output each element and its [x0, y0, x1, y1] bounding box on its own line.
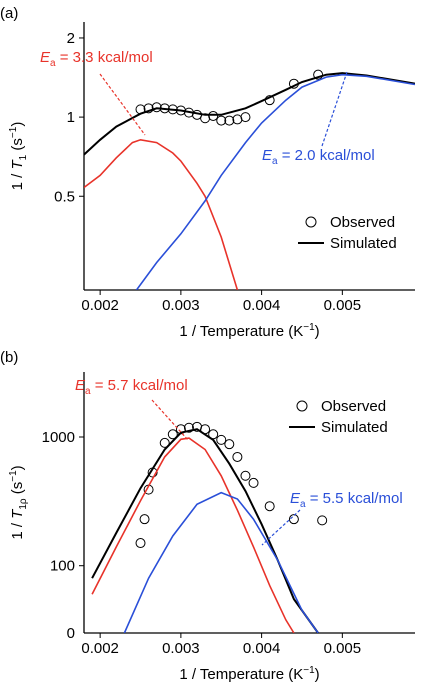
y-label-part: −1: [8, 126, 19, 138]
y-tick-label: 1: [67, 109, 75, 126]
observed-point: [264, 501, 275, 512]
y-tick-label: 2: [67, 30, 75, 47]
observed-point: [240, 112, 251, 123]
annotation-leader: [151, 399, 189, 441]
x-axis-label: 1 / Temperature (K−1): [179, 322, 319, 340]
x-tick-label: 0.002: [81, 297, 119, 314]
annotation: Ea = 3.3 kcal/mol: [40, 49, 153, 69]
annotation-text: = 3.3 kcal/mol: [56, 49, 153, 66]
x-label-part: ): [315, 323, 320, 340]
annotation-subscript: a: [272, 156, 278, 167]
curve: [123, 491, 319, 633]
x-tick-label: 0.003: [162, 640, 200, 657]
x-tick-label: 0.002: [81, 640, 119, 657]
y-label-part: T: [9, 158, 26, 169]
annotation-leader: [99, 73, 146, 136]
y-label-part: (s: [9, 482, 26, 499]
observed-point: [151, 102, 162, 113]
y-label-part: ): [9, 465, 26, 470]
legend-label: Simulated: [321, 419, 388, 436]
annotation-subscript: a: [50, 58, 56, 69]
x-label-part: ): [315, 666, 320, 683]
annotation: Ea = 2.0 kcal/mol: [262, 147, 375, 167]
legend-label: Observed: [321, 398, 386, 415]
y-label-part: 1: [18, 154, 29, 160]
legend-marker: [296, 400, 308, 412]
observed-point: [224, 439, 235, 450]
legend-label: Simulated: [330, 235, 397, 252]
observed-point: [313, 69, 324, 80]
observed-point: [135, 538, 146, 549]
y-label-part: (s: [9, 138, 26, 155]
observed-point: [317, 515, 328, 526]
observed-point: [216, 115, 227, 126]
y-label-part: 1 /: [9, 519, 26, 540]
curve: [91, 437, 295, 633]
annotation-text: = 5.7 kcal/mol: [91, 377, 188, 394]
legend-label: Observed: [330, 214, 395, 231]
observed-point: [216, 434, 227, 445]
legend-marker: [305, 216, 317, 228]
observed-point: [183, 422, 194, 433]
annotation-text: = 5.5 kcal/mol: [306, 490, 403, 507]
x-label-part: −1: [303, 665, 315, 676]
x-label-part: 1 / Temperature (K: [179, 666, 303, 683]
y-origin-label: 0: [67, 625, 75, 642]
curve: [91, 428, 319, 633]
x-tick-label: 0.003: [162, 297, 200, 314]
x-axis-label: 1 / Temperature (K−1): [179, 665, 319, 683]
annotation-subscript: a: [300, 499, 306, 510]
observed-point: [240, 470, 251, 481]
observed-point: [143, 103, 154, 114]
annotation-symbol: E: [262, 147, 273, 164]
y-label-part: ): [9, 122, 26, 127]
observed-point: [232, 451, 243, 462]
x-label-part: −1: [303, 322, 315, 333]
y-tick-label: 100: [50, 558, 75, 575]
y-axis-label: 1 / T1 (s−1): [8, 122, 29, 191]
observed-point: [139, 514, 150, 525]
y-label-part: 1ρ: [18, 498, 29, 510]
panel-label: (a): [0, 5, 18, 22]
y-tick-label: 0.5: [54, 188, 75, 205]
x-tick-label: 0.005: [324, 297, 362, 314]
curve: [135, 73, 415, 290]
observed-point: [159, 437, 170, 448]
observed-point: [208, 110, 219, 121]
annotation-symbol: E: [75, 377, 86, 394]
curve: [84, 138, 239, 290]
annotation-subscript: a: [85, 386, 91, 397]
observed-point: [248, 477, 259, 488]
annotation-leader: [261, 509, 301, 546]
y-label-part: −1: [8, 470, 19, 482]
observed-point: [167, 429, 178, 440]
observed-point: [224, 115, 235, 126]
y-label-part: T: [9, 508, 26, 519]
x-label-part: 1 / Temperature (K: [179, 323, 303, 340]
x-tick-label: 0.004: [243, 297, 281, 314]
curve: [84, 72, 415, 156]
annotation: Ea = 5.5 kcal/mol: [290, 490, 403, 510]
annotation-text: = 2.0 kcal/mol: [278, 147, 375, 164]
observed-point: [288, 514, 299, 525]
y-axis-label: 1 / T1ρ (s−1): [8, 465, 29, 539]
annotation-symbol: E: [290, 490, 301, 507]
y-label-part: 1 /: [9, 169, 26, 190]
x-tick-label: 0.004: [243, 640, 281, 657]
panel-label: (b): [0, 349, 18, 366]
annotation-leader: [321, 71, 348, 147]
annotation-symbol: E: [40, 49, 51, 66]
y-tick-label: 1000: [42, 429, 75, 446]
annotation: Ea = 5.7 kcal/mol: [75, 377, 188, 397]
x-tick-label: 0.005: [324, 640, 362, 657]
